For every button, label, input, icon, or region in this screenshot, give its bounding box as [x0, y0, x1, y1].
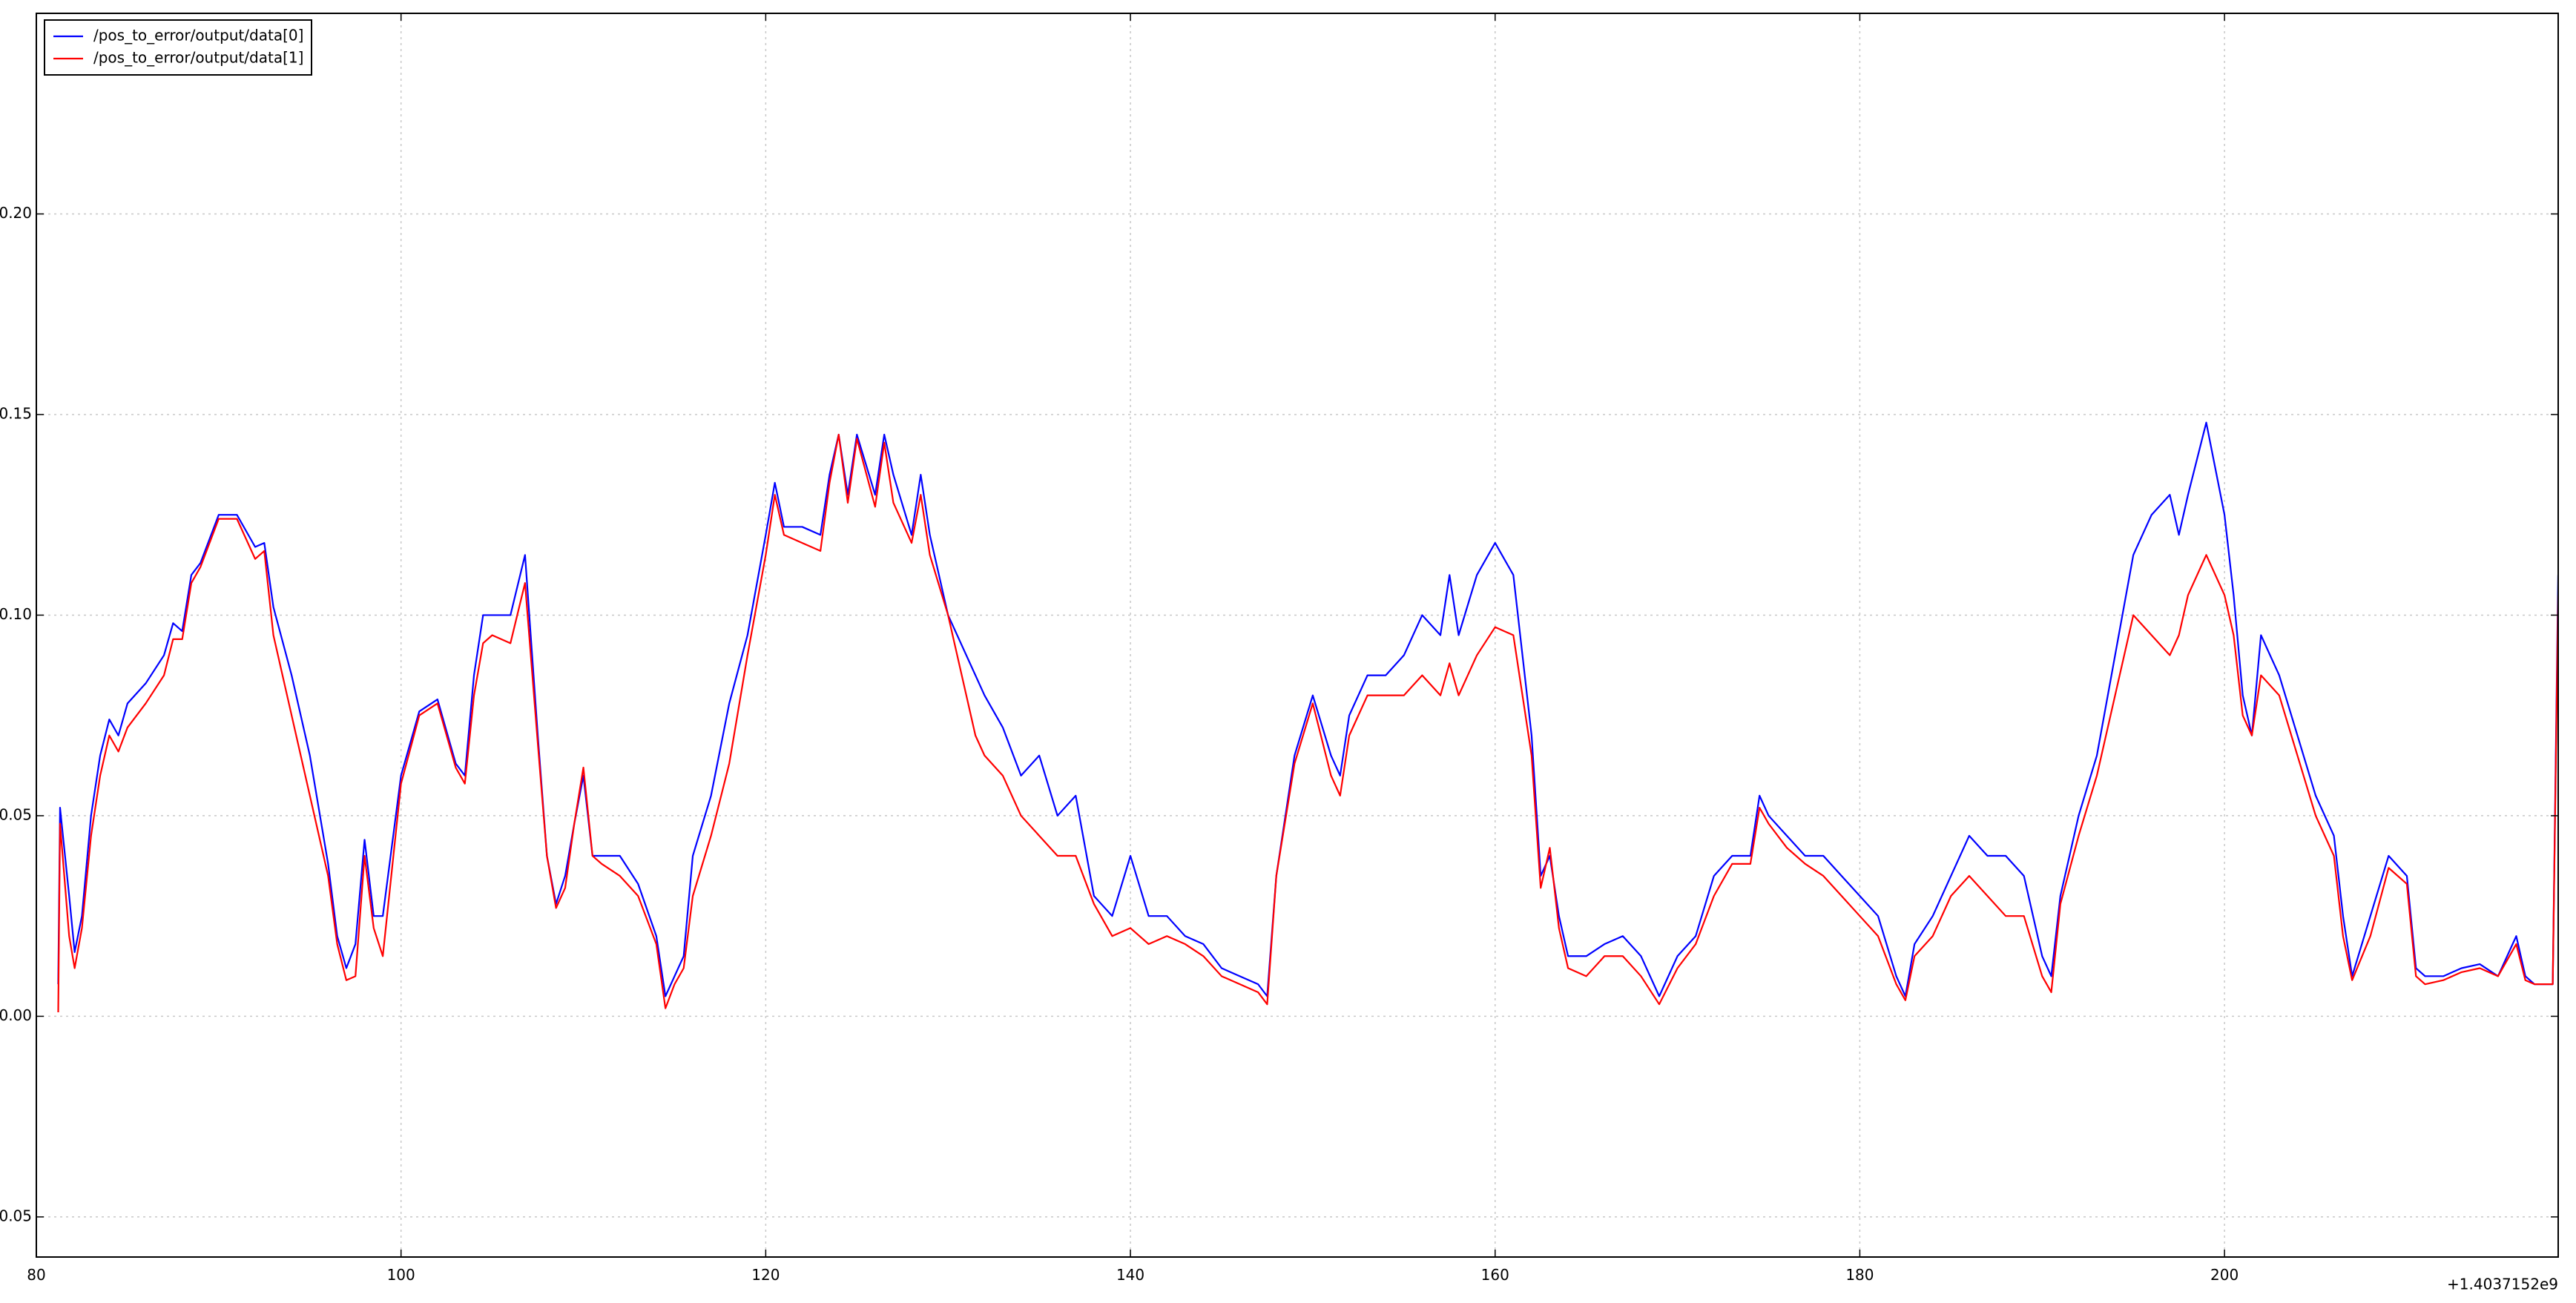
y-tick-label: 0.05: [0, 805, 32, 823]
data-line: [57, 421, 2558, 997]
plot-frame: [36, 13, 2559, 1258]
legend-label: /pos_to_error/output/data[1]: [93, 49, 303, 67]
x-tick-label: 200: [2210, 1266, 2239, 1284]
data-line: [57, 433, 2558, 1013]
y-tick-label: 0.20: [0, 204, 32, 222]
x-tick-label: 180: [1845, 1266, 1874, 1284]
x-tick-label: 100: [387, 1266, 415, 1284]
legend-label: /pos_to_error/output/data[0]: [93, 27, 303, 44]
legend-box: [44, 19, 312, 76]
x-tick-label: 140: [1116, 1266, 1144, 1284]
x-tick-label: 160: [1481, 1266, 1509, 1284]
y-tick-label: 0.00: [0, 1006, 32, 1024]
y-tick-label: -0.05: [0, 1207, 32, 1224]
x-tick-label: 120: [751, 1266, 780, 1284]
x-offset-label: +1.4037152e9: [2447, 1276, 2558, 1293]
y-tick-label: 0.10: [0, 605, 32, 623]
x-tick-label: 80: [27, 1266, 45, 1284]
y-tick-label: 0.15: [0, 404, 32, 422]
